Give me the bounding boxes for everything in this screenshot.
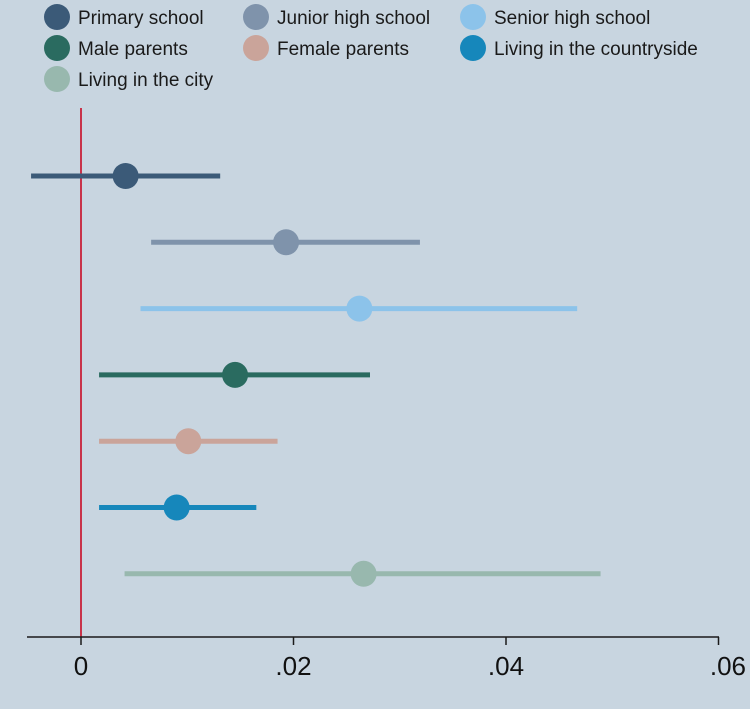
legend-marker [44,4,70,30]
legend-marker [243,4,269,30]
point-estimate-living-in-the-city [350,560,377,587]
point-estimate-female-parents [175,428,202,455]
legend-label: Junior high school [277,8,430,29]
legend-label: Living in the countryside [494,39,698,60]
legend-label: Senior high school [494,8,650,29]
legend-label: Living in the city [78,70,214,91]
legend-item-living-in-the-city: Living in the city [44,66,214,92]
legend: Primary school Junior high school Senior h… [44,4,698,92]
legend-item-female-parents: Female parents [243,35,409,61]
legend-marker [44,66,70,92]
point-estimate-living-in-the-countryside [163,494,190,521]
legend-marker [460,4,486,30]
legend-marker [44,35,70,61]
point-estimate-senior-high-school [346,295,373,322]
x-tick-label: .02 [275,651,311,681]
legend-item-male-parents: Male parents [44,35,188,61]
point-estimate-male-parents [222,361,249,388]
legend-marker [243,35,269,61]
x-axis: 0 .02 .04 .06 [27,636,746,681]
x-tick-label: 0 [74,651,88,681]
point-estimate-junior-high-school [273,229,300,256]
legend-marker [460,35,486,61]
x-tick-label: .04 [488,651,524,681]
x-tick-label: .06 [710,651,746,681]
legend-item-senior-high-school: Senior high school [460,4,650,30]
legend-item-junior-high-school: Junior high school [243,4,430,30]
plot-area [31,108,601,637]
legend-label: Female parents [277,39,409,60]
point-estimate-primary-school [112,163,139,189]
legend-item-primary-school: Primary school [44,4,204,30]
legend-label: Primary school [78,8,204,29]
legend-label: Male parents [78,39,188,60]
legend-item-living-in-the-countryside: Living in the countryside [460,35,698,61]
